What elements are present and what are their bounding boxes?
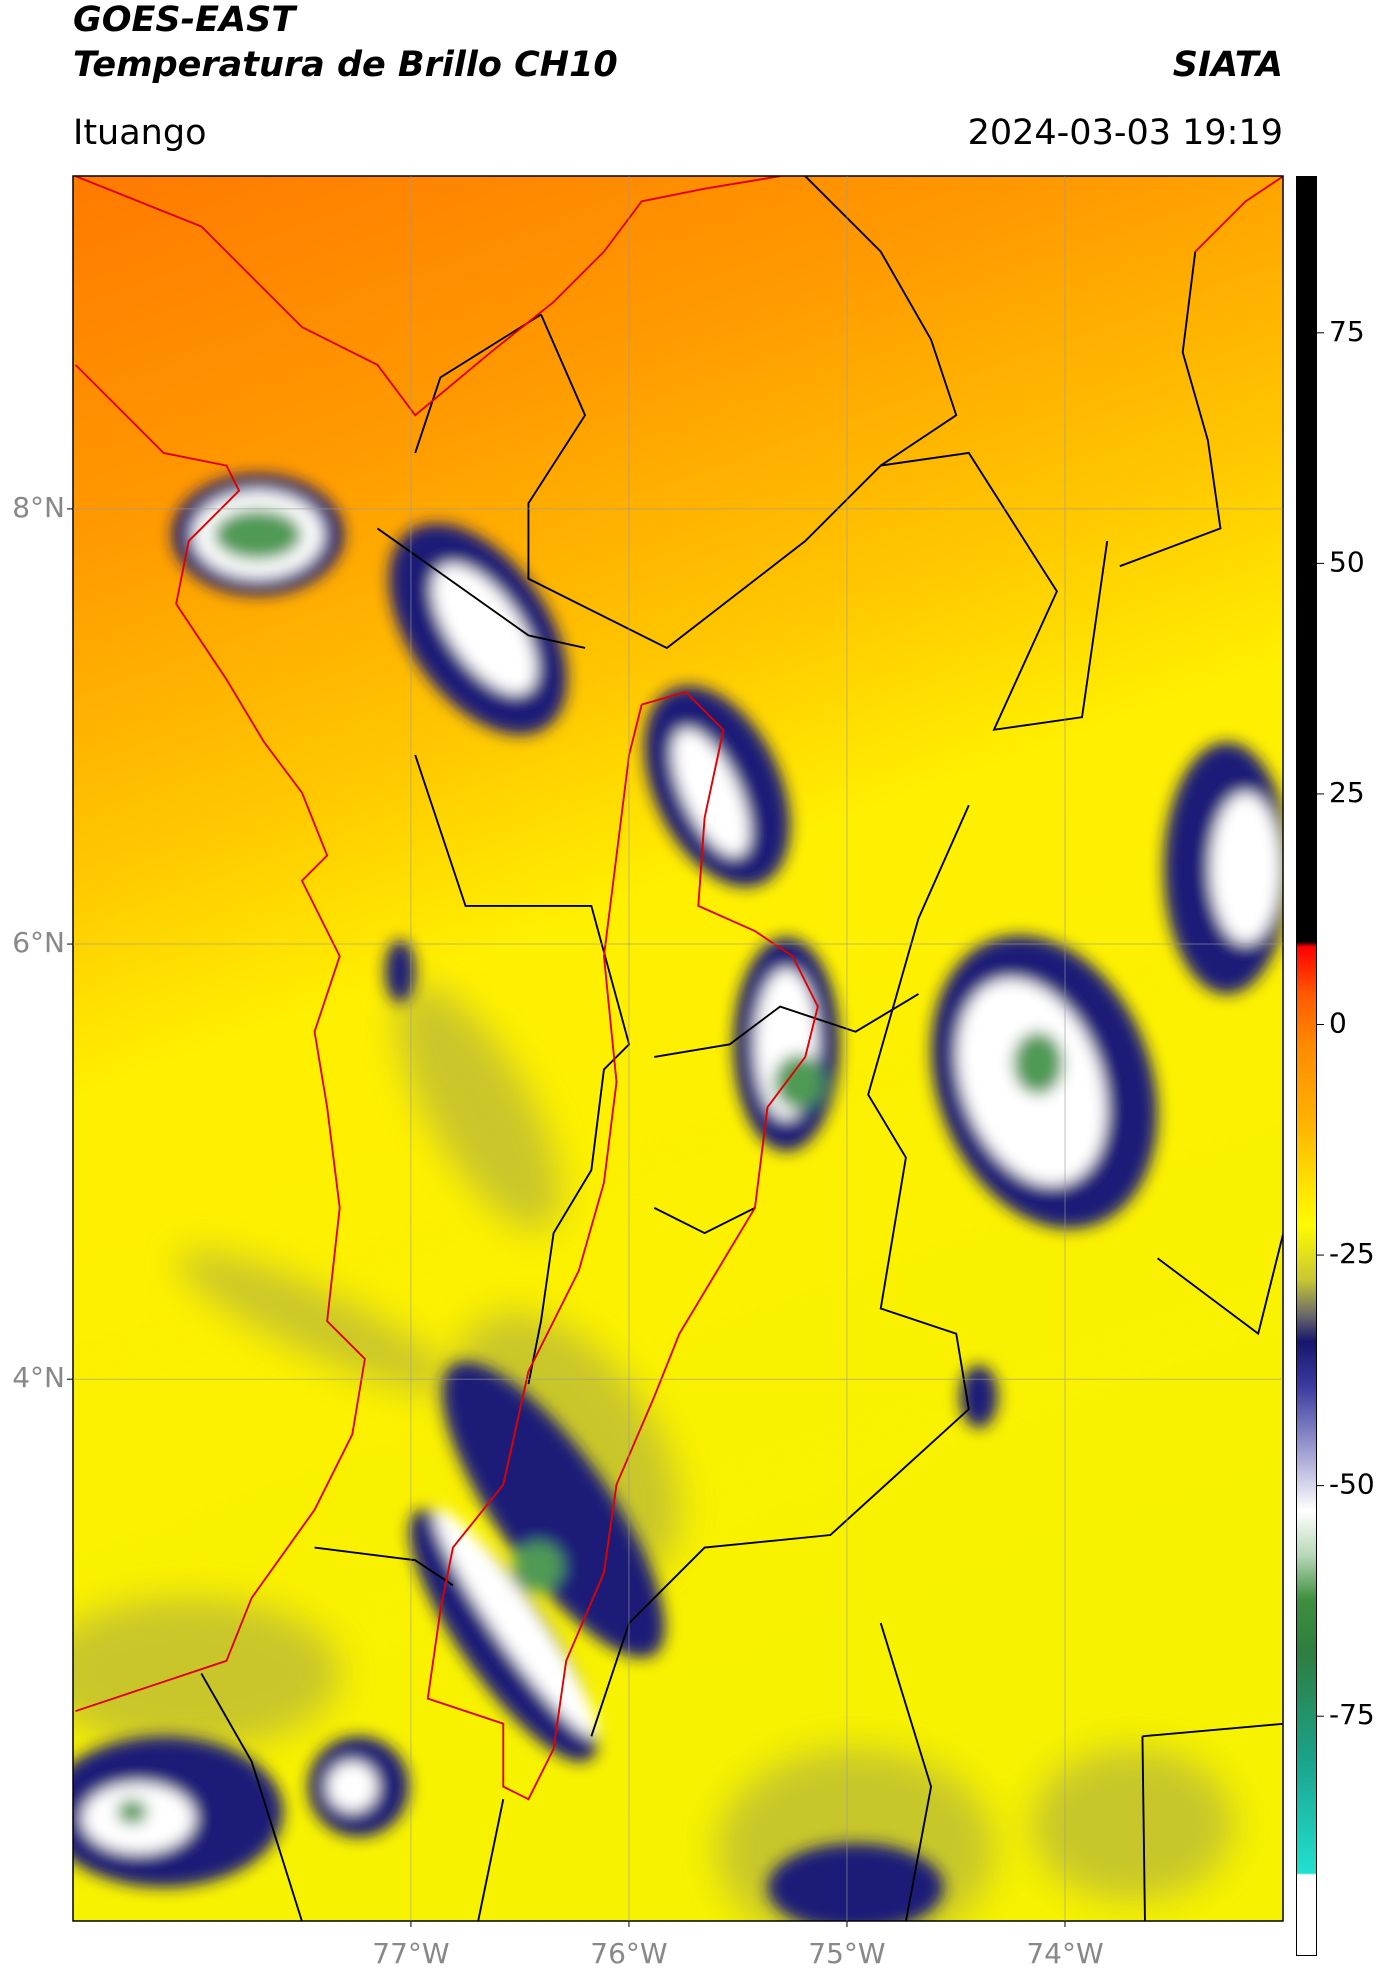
colorbar-tick-label: 25 [1329, 776, 1365, 809]
map-frame [72, 175, 1284, 1922]
x-tick-label: 74°W [1026, 1937, 1103, 1970]
coastline [74, 176, 1283, 1801]
imagery [73, 176, 1283, 1921]
y-tick-label: 8°N [12, 491, 65, 524]
x-tick-label: 75°W [808, 1937, 885, 1970]
colorbar-tick-label: -50 [1329, 1468, 1375, 1501]
y-tick-label: 4°N [12, 1361, 65, 1394]
colorbar-tick-label: -25 [1329, 1237, 1375, 1270]
datetime: 2024-03-03 19:19 [967, 113, 1283, 153]
x-tick-label: 76°W [590, 1937, 667, 1970]
x-tick-label: 77°W [372, 1937, 449, 1970]
colorbar [1296, 176, 1317, 1956]
location: Ituango [73, 113, 207, 153]
colorbar-tick-label: -75 [1329, 1698, 1375, 1731]
title: GOES-EAST [73, 0, 296, 40]
colorbar-tick-label: 75 [1329, 315, 1365, 348]
colorbar-tick-label: 0 [1329, 1006, 1347, 1039]
brand: SIATA [1172, 45, 1283, 85]
borders [200, 176, 1283, 1921]
subtitle: Temperatura de Brillo CH10 [73, 45, 618, 85]
colorbar-tick-label: 50 [1329, 545, 1365, 578]
y-tick-label: 6°N [12, 926, 65, 959]
